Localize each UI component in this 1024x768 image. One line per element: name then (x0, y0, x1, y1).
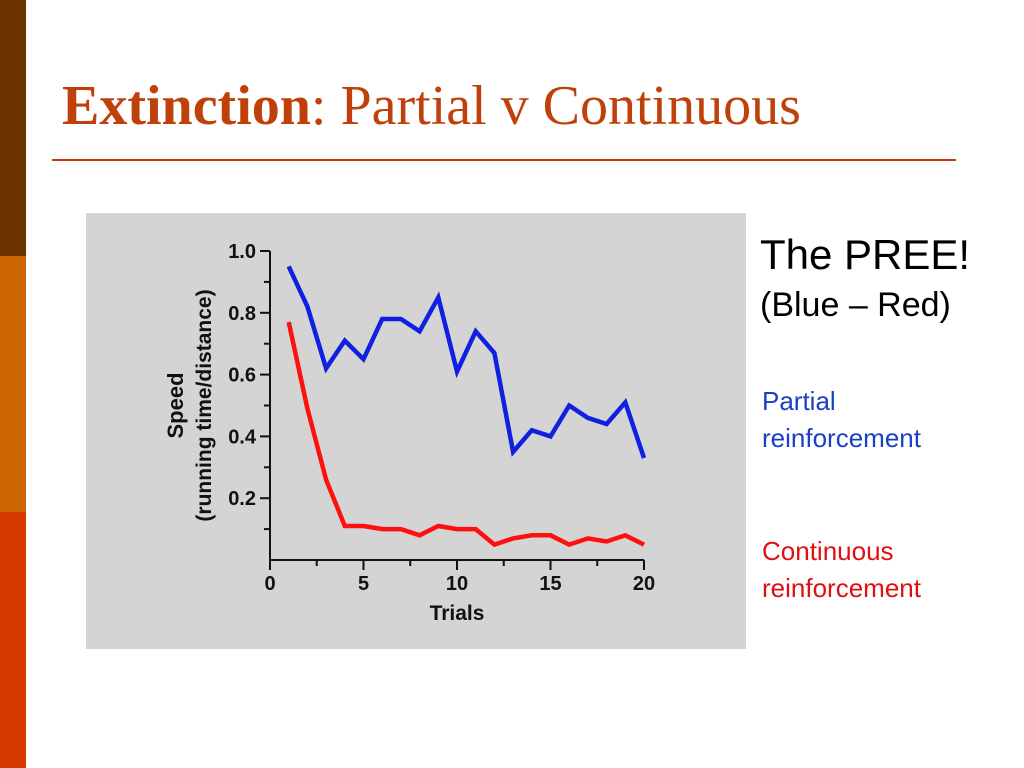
legend-partial: Partial reinforcement (762, 383, 921, 457)
slide-title-bold: Extinction (62, 75, 311, 137)
x-tick-label: 0 (264, 573, 275, 595)
chart-series (286, 265, 647, 548)
y-axis-label: Speed (running time/distance) (163, 289, 216, 521)
y-tick-label: 0.2 (228, 488, 256, 510)
chart-axes: 0.2 0.4 0.6 0.8 1.0 0 5 10 15 20 (228, 241, 655, 595)
slide-title-rest: : Partial v Continuous (310, 75, 801, 137)
pree-subheading: (Blue – Red) (760, 286, 951, 324)
side-band-bottom (0, 512, 26, 768)
legend-continuous: Continuous reinforcement (762, 533, 921, 607)
side-band-top (0, 0, 26, 256)
pree-heading: The PREE! (760, 231, 971, 278)
series-partial-line (286, 265, 647, 459)
side-band-middle (0, 256, 26, 512)
y-axis-label-line1: Speed (163, 372, 188, 438)
x-axis-label: Trials (430, 602, 485, 625)
legend-continuous-line2: reinforcement (762, 573, 921, 603)
y-tick-label: 0.8 (228, 303, 256, 325)
x-tick-label: 15 (539, 573, 561, 595)
legend-continuous-line1: Continuous (762, 536, 894, 566)
slide-title: Extinction: Partial v Continuous (62, 78, 801, 134)
title-divider (52, 159, 956, 161)
y-tick-label: 0.6 (228, 365, 256, 387)
chart-panel: 0.2 0.4 0.6 0.8 1.0 0 5 10 15 20 Trials Speed (ru… (86, 213, 746, 649)
series-continuous-line (286, 321, 646, 548)
x-tick-label: 20 (633, 573, 655, 595)
chart-svg: 0.2 0.4 0.6 0.8 1.0 0 5 10 15 20 Trials Speed (ru… (163, 241, 655, 625)
y-tick-label: 1.0 (228, 241, 256, 263)
x-tick-label: 5 (358, 573, 369, 595)
x-tick-label: 10 (446, 573, 468, 595)
legend-partial-line2: reinforcement (762, 423, 921, 453)
y-axis-label-line2: (running time/distance) (193, 289, 216, 521)
legend-partial-line1: Partial (762, 386, 836, 416)
y-tick-label: 0.4 (228, 426, 257, 448)
